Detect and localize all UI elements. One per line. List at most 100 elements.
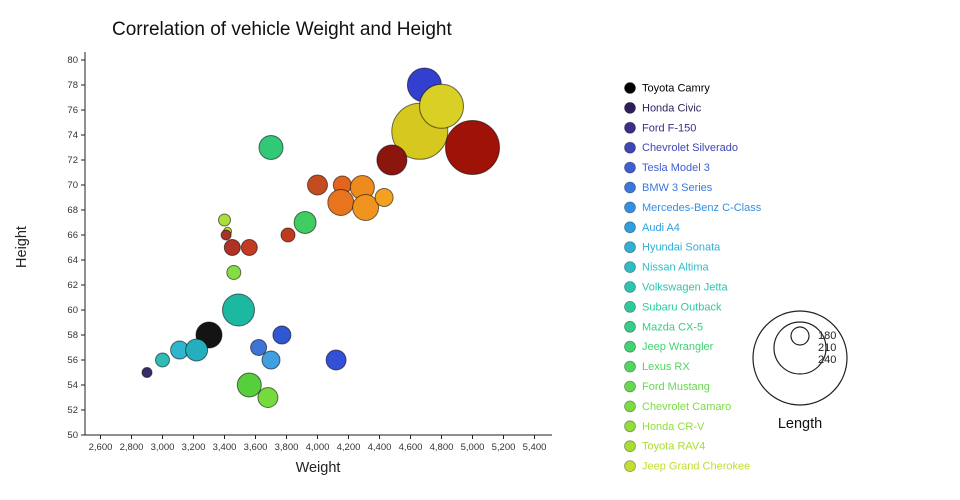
size-legend-circle bbox=[790, 326, 810, 346]
legend-label: Honda Civic bbox=[642, 102, 702, 114]
legend-label: Mazda CX-5 bbox=[642, 321, 703, 333]
legend-label: Volkswagen Jetta bbox=[642, 282, 728, 294]
y-tick-label: 78 bbox=[67, 80, 78, 91]
data-point[interactable] bbox=[352, 194, 380, 221]
legend-swatch bbox=[624, 300, 636, 313]
data-point[interactable] bbox=[141, 367, 153, 378]
data-point[interactable] bbox=[272, 325, 292, 345]
data-point[interactable] bbox=[293, 211, 317, 234]
legend-item[interactable]: Honda Civic bbox=[624, 102, 702, 114]
data-point[interactable] bbox=[218, 213, 231, 227]
legend-label: BMW 3 Series bbox=[642, 182, 713, 194]
data-point[interactable] bbox=[155, 352, 170, 368]
x-tick-label: 4,800 bbox=[430, 442, 454, 453]
legend-label: Tesla Model 3 bbox=[642, 162, 710, 174]
x-tick-label: 5,000 bbox=[461, 442, 485, 453]
legend-item[interactable]: Audi A4 bbox=[624, 221, 680, 234]
legend-item[interactable]: Chevrolet Camaro bbox=[624, 400, 732, 413]
data-point[interactable] bbox=[445, 120, 500, 175]
legend-label: Chevrolet Silverado bbox=[642, 142, 738, 154]
legend-label: Hyundai Sonata bbox=[642, 242, 721, 254]
legend-item[interactable]: Ford F-150 bbox=[624, 121, 697, 134]
legend-swatch bbox=[624, 82, 636, 94]
legend-item[interactable]: Mercedes-Benz C-Class bbox=[624, 201, 762, 214]
legend-swatch bbox=[624, 201, 636, 214]
legend-swatch bbox=[624, 281, 636, 293]
data-point[interactable] bbox=[226, 265, 242, 280]
data-point[interactable] bbox=[327, 189, 355, 216]
y-tick-label: 62 bbox=[67, 280, 78, 291]
legend-item[interactable]: Tesla Model 3 bbox=[624, 161, 710, 174]
legend-label: Nissan Altima bbox=[642, 262, 710, 274]
x-tick-label: 2,800 bbox=[120, 442, 144, 453]
y-tick-label: 66 bbox=[67, 230, 78, 241]
y-tick-label: 64 bbox=[67, 255, 78, 266]
data-point[interactable] bbox=[419, 83, 464, 129]
legend-item[interactable]: Hyundai Sonata bbox=[624, 241, 722, 254]
data-point[interactable] bbox=[223, 239, 241, 256]
data-point[interactable] bbox=[307, 174, 328, 196]
y-tick-label: 54 bbox=[67, 380, 78, 391]
legend-swatch bbox=[624, 102, 636, 114]
legend-swatch bbox=[624, 360, 636, 373]
legend-item[interactable]: Toyota RAV4 bbox=[624, 440, 706, 453]
data-point[interactable] bbox=[258, 135, 284, 160]
size-legend-value: 180 bbox=[818, 330, 836, 342]
legend-swatch bbox=[624, 221, 636, 234]
y-tick-label: 60 bbox=[67, 305, 78, 316]
data-point[interactable] bbox=[376, 144, 408, 176]
x-tick-label: 4,400 bbox=[368, 442, 392, 453]
legend-item[interactable]: Jeep Grand Cherokee bbox=[624, 460, 751, 473]
x-tick-label: 3,800 bbox=[275, 442, 299, 453]
data-point[interactable] bbox=[236, 372, 262, 398]
legend-label: Audi A4 bbox=[642, 222, 680, 234]
legend-item[interactable]: Ford Mustang bbox=[624, 380, 710, 393]
x-tick-label: 5,400 bbox=[523, 442, 547, 453]
legend-swatch bbox=[624, 460, 636, 473]
x-tick-label: 4,000 bbox=[306, 442, 330, 453]
data-point[interactable] bbox=[374, 188, 394, 207]
y-tick-label: 50 bbox=[67, 430, 78, 441]
data-point[interactable] bbox=[325, 349, 347, 371]
legend-swatch bbox=[624, 241, 636, 254]
data-point[interactable] bbox=[280, 227, 296, 243]
legend-item[interactable]: Lexus RX bbox=[624, 360, 691, 373]
legend-item[interactable]: BMW 3 Series bbox=[624, 181, 713, 194]
data-point[interactable] bbox=[257, 387, 279, 408]
legend-item[interactable]: Subaru Outback bbox=[624, 300, 722, 313]
y-tick-label: 70 bbox=[67, 180, 78, 191]
data-point[interactable] bbox=[222, 293, 255, 327]
legend-swatch bbox=[624, 440, 636, 453]
legend-item[interactable]: Nissan Altima bbox=[624, 261, 710, 274]
data-point[interactable] bbox=[261, 350, 281, 370]
legend-swatch bbox=[624, 340, 636, 353]
legend-label: Jeep Grand Cherokee bbox=[642, 461, 750, 473]
legend-item[interactable]: Toyota Camry bbox=[624, 82, 711, 95]
chart-title: Correlation of vehicle Weight and Height bbox=[112, 19, 452, 40]
y-tick-label: 52 bbox=[67, 405, 78, 416]
y-tick-label: 76 bbox=[67, 105, 78, 116]
y-tick-label: 72 bbox=[67, 155, 78, 166]
data-point[interactable] bbox=[185, 338, 209, 362]
size-legend-value: 240 bbox=[818, 354, 836, 366]
legend-label: Jeep Wrangler bbox=[642, 341, 714, 353]
legend-label: Honda CR-V bbox=[642, 421, 705, 433]
legend-item[interactable]: Jeep Wrangler bbox=[624, 340, 714, 353]
legend-item[interactable]: Honda CR-V bbox=[624, 420, 706, 433]
data-point[interactable] bbox=[240, 239, 258, 256]
size-legend-title: Length bbox=[778, 416, 822, 432]
data-point[interactable] bbox=[250, 339, 268, 356]
legend-label: Ford Mustang bbox=[642, 381, 710, 393]
legend-label: Chevrolet Camaro bbox=[642, 401, 731, 413]
data-point[interactable] bbox=[220, 229, 232, 241]
legend-swatch bbox=[624, 141, 636, 154]
x-tick-label: 3,200 bbox=[182, 442, 206, 453]
legend-item[interactable]: Chevrolet Silverado bbox=[624, 141, 739, 154]
legend-item[interactable]: Mazda CX-5 bbox=[624, 320, 704, 333]
x-tick-label: 2,600 bbox=[89, 442, 113, 453]
legend-item[interactable]: Volkswagen Jetta bbox=[624, 281, 729, 294]
legend-swatch bbox=[624, 261, 636, 274]
